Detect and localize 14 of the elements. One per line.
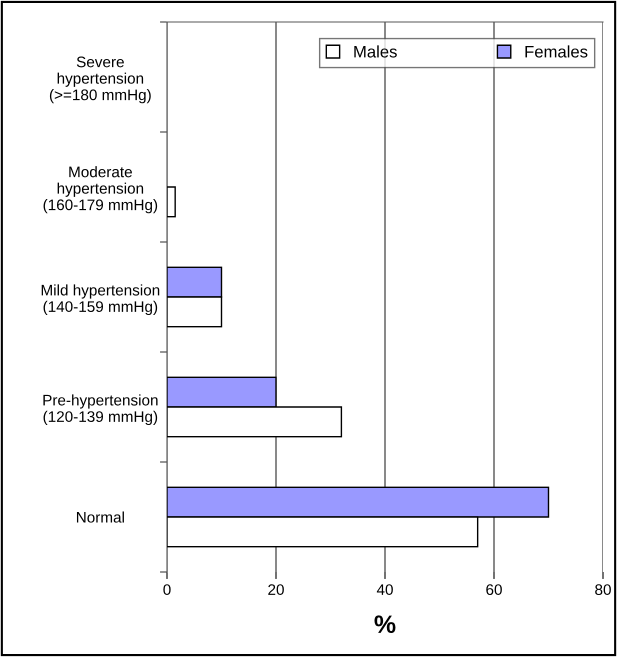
legend-label: Females xyxy=(525,45,588,58)
y-tick-label: Moderate hypertension (160-179 mmHg) xyxy=(44,166,158,214)
x-tick-label: 80 xyxy=(595,584,611,596)
y-tick-label: Mild hypertension (140-159 mmHg) xyxy=(42,284,160,316)
y-tick-label: Normal xyxy=(76,511,124,523)
bar xyxy=(167,186,176,218)
x-tick-label: 0 xyxy=(163,584,171,596)
x-tick-label: 20 xyxy=(268,584,284,596)
x-tick-label: 40 xyxy=(376,584,393,596)
y-tick-label: Severe hypertension (>=180 mmHg) xyxy=(50,56,151,104)
x-axis-title: % xyxy=(374,615,396,634)
y-tick-label: Pre-hypertension (120-139 mmHg) xyxy=(43,394,158,426)
x-tick-label: 60 xyxy=(486,584,502,596)
legend-label: Males xyxy=(354,45,397,58)
